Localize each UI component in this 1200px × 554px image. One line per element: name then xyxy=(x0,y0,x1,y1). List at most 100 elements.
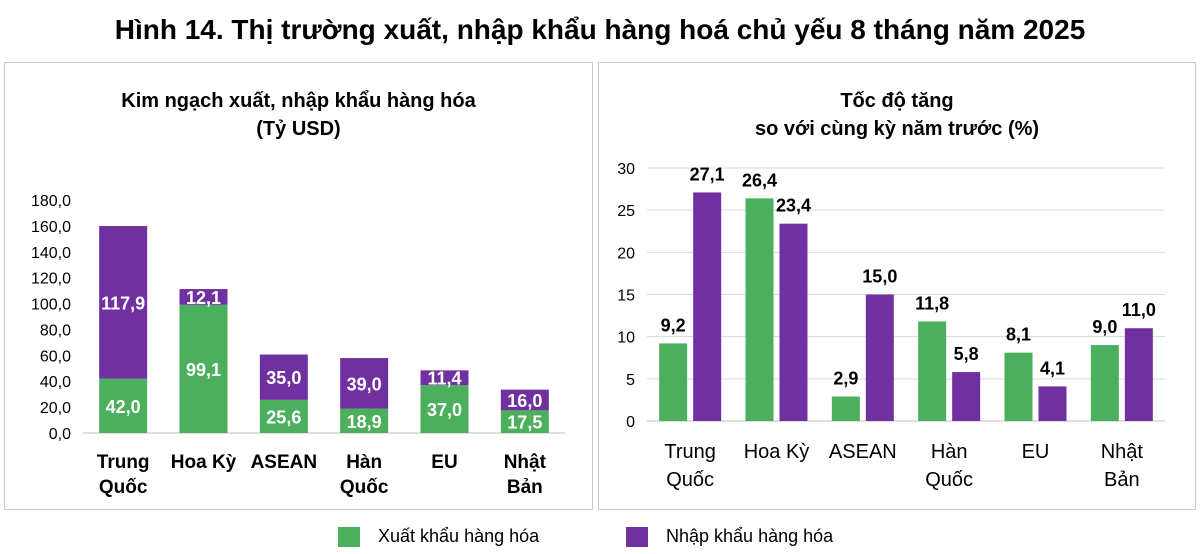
growth-rate-panel: Tốc độ tăng so với cùng kỳ năm trước (%)… xyxy=(598,62,1196,510)
bar-export xyxy=(1004,352,1033,421)
x-tick-label: Trung xyxy=(97,452,150,473)
bar-export xyxy=(659,343,688,421)
data-label-import: 27,1 xyxy=(690,164,725,184)
x-tick-label: EU xyxy=(431,452,457,473)
right-chart-title-line-2: so với cùng kỳ năm trước (%) xyxy=(754,118,1040,140)
x-tick-label: Quốc xyxy=(99,477,148,498)
x-tick-label: ASEAN xyxy=(829,441,897,463)
legend-swatch-export xyxy=(338,526,360,547)
data-label-export: 9,2 xyxy=(661,315,686,335)
y-tick-label: 15 xyxy=(617,288,635,305)
bar-import xyxy=(1038,386,1067,421)
data-label-export: 42,0 xyxy=(106,397,141,417)
bar-export xyxy=(179,304,228,433)
stacked-bar-chart: 0,0 20,0 40,0 60,0 80,0 100,0 120,0 140,0 160,0 1… xyxy=(31,193,565,498)
data-label-import: 16,0 xyxy=(507,391,542,411)
data-label-export: 18,9 xyxy=(347,412,382,432)
data-label-export: 11,8 xyxy=(915,293,949,313)
legend-label-import: Nhập khẩu hàng hóa xyxy=(666,526,834,546)
legend-item-import: Nhập khẩu hàng hóa xyxy=(626,526,833,547)
data-label-export: 17,5 xyxy=(507,413,542,433)
y-tick-label: 180,0 xyxy=(31,193,71,210)
x-tick-label: Bản xyxy=(507,477,543,498)
bar-import xyxy=(693,192,722,421)
bar-import xyxy=(259,354,308,400)
y-tick-label: 80,0 xyxy=(40,322,71,339)
bar-export xyxy=(99,378,148,433)
bar-import xyxy=(779,223,808,421)
y-tick-label: 30 xyxy=(617,161,635,178)
bar-export xyxy=(500,410,549,433)
x-tick-label: Hàn xyxy=(346,452,382,473)
x-tick-label: Nhật xyxy=(1101,441,1144,463)
legend-swatch-import xyxy=(626,526,648,547)
data-label-export: 99,1 xyxy=(186,360,221,380)
y-tick-label: 120,0 xyxy=(31,271,71,288)
x-tick-label: Bản xyxy=(1104,469,1140,491)
legend-item-export: Xuất khẩu hàng hóa xyxy=(338,526,539,547)
x-tick-label: Hoa Kỳ xyxy=(171,452,237,473)
bar-export xyxy=(340,408,389,433)
page-title: Hình 14. Thị trường xuất, nhập khẩu hàng… xyxy=(114,14,1086,45)
data-label-import: 5,8 xyxy=(954,344,979,364)
left-chart-title: Kim ngạch xuất, nhập khẩu hàng hóa (Tỷ U… xyxy=(5,87,592,143)
bar-import xyxy=(420,370,469,386)
x-tick-label: ASEAN xyxy=(251,452,318,473)
y-tick-label: 20,0 xyxy=(40,400,71,417)
bar-export xyxy=(831,396,860,421)
grouped-bar-chart: 0 5 10 15 20 25 30 9,2 27,1 Trung Quốc 26,4 23,4 Hoa … xyxy=(617,161,1165,491)
bar-import xyxy=(952,372,981,421)
right-chart-title-line-1: Tốc độ tăng xyxy=(840,90,954,112)
data-label-export: 25,6 xyxy=(266,407,301,427)
left-chart-title-line-2: (Tỷ USD) xyxy=(256,118,341,140)
data-label-import: 35,0 xyxy=(266,368,301,388)
bar-export xyxy=(259,399,308,433)
y-tick-label: 160,0 xyxy=(31,219,71,236)
bar-export xyxy=(918,321,947,421)
y-tick-label: 60,0 xyxy=(40,348,71,365)
data-label-export: 9,0 xyxy=(1092,317,1117,337)
data-label-export: 8,1 xyxy=(1006,325,1031,345)
bar-import xyxy=(340,358,389,409)
y-tick-label: 10 xyxy=(617,330,635,347)
x-tick-label: Hoa Kỳ xyxy=(744,441,810,463)
data-label-export: 26,4 xyxy=(742,170,777,190)
y-tick-label: 40,0 xyxy=(40,374,71,391)
x-tick-label: Quốc xyxy=(340,477,389,498)
bar-import xyxy=(99,226,148,379)
x-tick-label: Quốc xyxy=(666,469,714,491)
data-label-import: 4,1 xyxy=(1040,358,1065,378)
right-chart-title: Tốc độ tăng so với cùng kỳ năm trước (%) xyxy=(599,87,1195,143)
x-tick-label: Hàn xyxy=(931,441,968,463)
y-tick-label: 25 xyxy=(617,203,635,220)
bar-export xyxy=(1090,345,1119,421)
data-label-import: 11,0 xyxy=(1122,300,1156,320)
bar-import xyxy=(865,294,894,421)
export-import-value-panel: Kim ngạch xuất, nhập khẩu hàng hóa (Tỷ U… xyxy=(4,62,593,510)
data-label-import: 11,4 xyxy=(427,369,461,389)
bar-import xyxy=(500,389,549,411)
left-chart-title-line-1: Kim ngạch xuất, nhập khẩu hàng hóa xyxy=(121,90,476,112)
data-label-export: 2,9 xyxy=(833,369,858,389)
y-tick-label: 0 xyxy=(626,414,635,431)
data-label-import: 23,4 xyxy=(776,196,811,216)
y-tick-label: 5 xyxy=(626,372,635,389)
x-tick-label: EU xyxy=(1022,441,1050,463)
y-tick-label: 20 xyxy=(617,245,635,262)
bar-import xyxy=(179,289,228,305)
x-tick-label: Nhật xyxy=(504,452,547,473)
x-tick-label: Trung xyxy=(664,441,716,463)
data-label-import: 39,0 xyxy=(347,374,382,394)
data-label-import: 12,1 xyxy=(186,288,221,308)
bar-export xyxy=(745,198,774,421)
y-tick-label: 140,0 xyxy=(31,245,71,262)
legend: Xuất khẩu hàng hóa Nhập khẩu hàng hóa xyxy=(0,526,1200,552)
x-tick-label: Quốc xyxy=(925,469,973,491)
data-label-export: 37,0 xyxy=(427,400,462,420)
data-label-import: 15,0 xyxy=(862,267,897,287)
data-label-import: 117,9 xyxy=(101,293,145,313)
legend-label-export: Xuất khẩu hàng hóa xyxy=(378,526,540,546)
y-tick-label: 0,0 xyxy=(49,426,71,443)
y-tick-label: 100,0 xyxy=(31,297,71,314)
bar-import xyxy=(1124,328,1153,421)
